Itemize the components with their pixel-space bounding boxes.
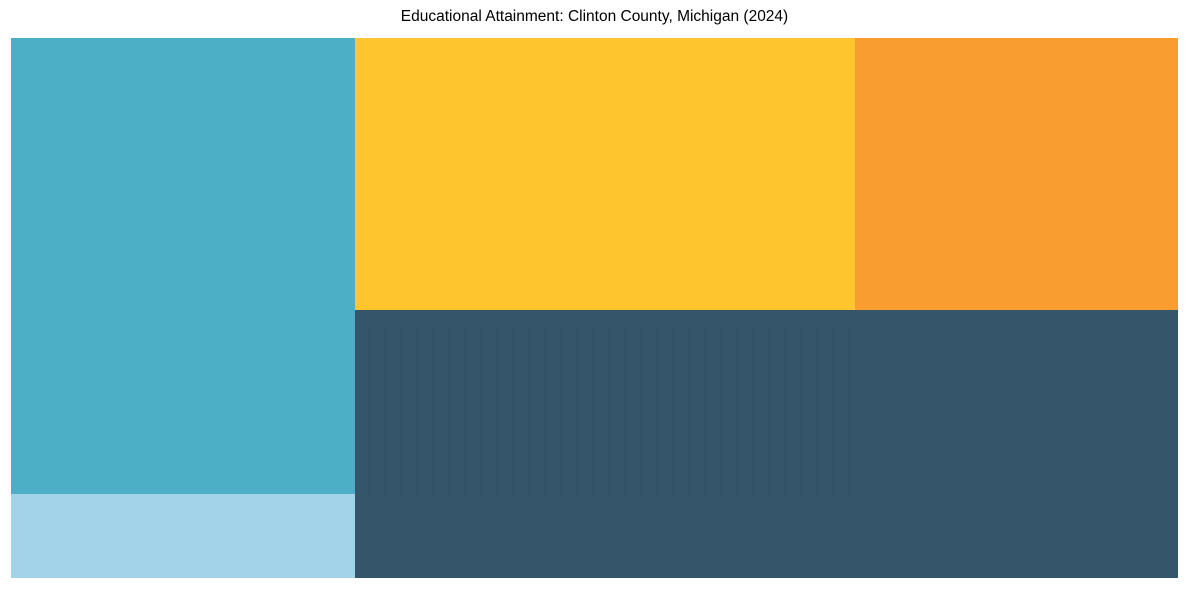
- treemap-tile-4: [855, 38, 1178, 310]
- treemap-tile-1: [11, 38, 355, 494]
- treemap: [11, 38, 1178, 578]
- treemap-tile-3: [355, 38, 855, 310]
- treemap-tile-5: [355, 310, 1178, 578]
- chart-title: Educational Attainment: Clinton County, …: [400, 8, 789, 25]
- treemap-tile-2: [11, 494, 355, 578]
